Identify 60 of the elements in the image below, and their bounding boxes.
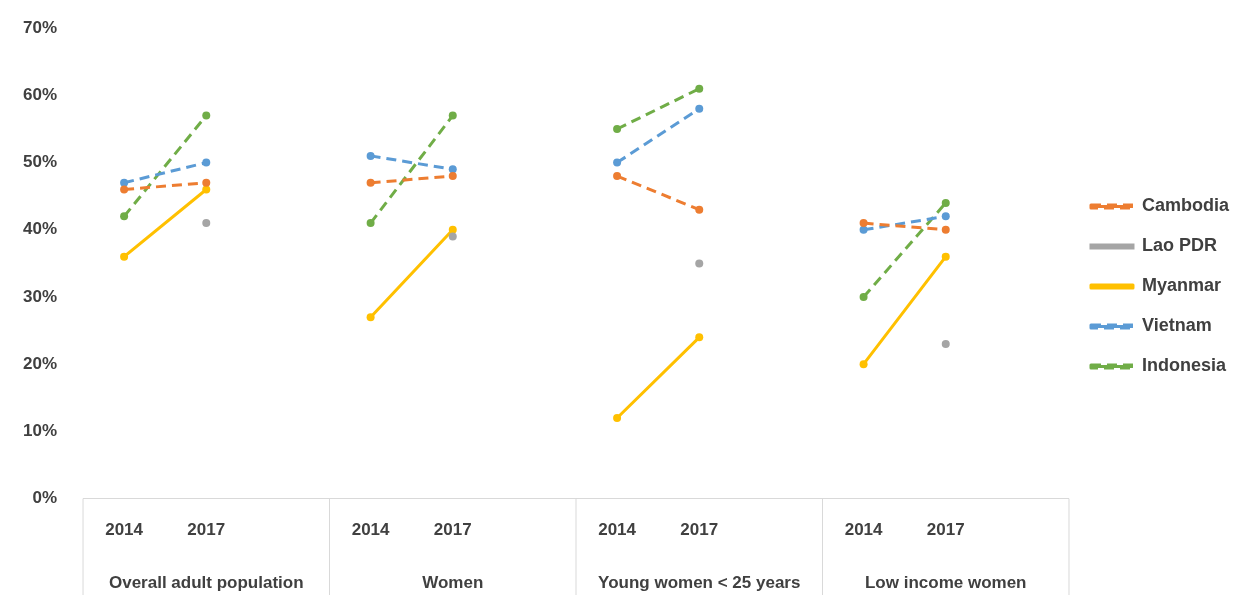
point: [695, 205, 704, 214]
point: [448, 172, 457, 181]
point: [613, 125, 622, 133]
legend-label: Indonesia: [1141, 355, 1227, 376]
x-tick-label: 2017: [680, 520, 719, 540]
x-tick-label: 2014: [105, 520, 144, 540]
point: [448, 232, 457, 241]
legend-label: Lao PDR: [1141, 235, 1217, 256]
point: [120, 185, 129, 194]
point: [941, 225, 950, 234]
y-tick-label: 20%: [22, 353, 58, 373]
x-tick-label: 2014: [598, 520, 637, 540]
point: [859, 225, 868, 234]
y-tick-label: 0%: [32, 488, 58, 508]
x-tick-label: 2017: [433, 520, 472, 540]
point: [695, 84, 704, 93]
point: [202, 178, 211, 187]
point: [366, 151, 375, 160]
y-tick-label: 40%: [22, 219, 58, 239]
x-tick-label: 2017: [187, 520, 226, 540]
point: [448, 225, 457, 234]
point: [202, 111, 211, 120]
point: [448, 111, 457, 120]
legend-label: Cambodia: [1141, 195, 1230, 216]
y-tick-label: 50%: [22, 152, 58, 172]
point: [613, 413, 622, 422]
x-tick-label: 2017: [926, 520, 965, 540]
text: Overall adult population: [108, 572, 304, 592]
point: [941, 212, 950, 221]
point: [941, 252, 950, 261]
legend-label: Myanmar: [1141, 275, 1222, 296]
text: Women: [422, 572, 484, 592]
point: [120, 212, 129, 221]
point: [448, 165, 457, 174]
point: [859, 219, 868, 228]
point: [695, 259, 704, 268]
point: [120, 252, 129, 261]
point: [859, 360, 868, 369]
y-tick-label: 30%: [22, 286, 58, 306]
point: [695, 333, 704, 342]
point: [202, 219, 211, 228]
text: Young women < 25 years: [598, 572, 801, 592]
point: [366, 178, 375, 187]
point: [120, 178, 129, 187]
point: [202, 158, 211, 167]
point: [613, 172, 622, 181]
y-tick-label: 70%: [22, 17, 58, 37]
text: Low income women: [864, 572, 1027, 592]
point: [613, 158, 622, 167]
point: [366, 313, 375, 322]
y-tick-label: 10%: [22, 421, 58, 441]
x-tick-label: 2014: [351, 520, 391, 540]
point: [366, 219, 375, 228]
y-tick-label: 60%: [22, 85, 58, 105]
point: [859, 293, 868, 301]
point: [941, 340, 950, 349]
point: [695, 104, 704, 113]
x-tick-label: 2014: [844, 520, 884, 540]
point: [941, 198, 950, 207]
legend-label: Vietnam: [1141, 315, 1212, 336]
